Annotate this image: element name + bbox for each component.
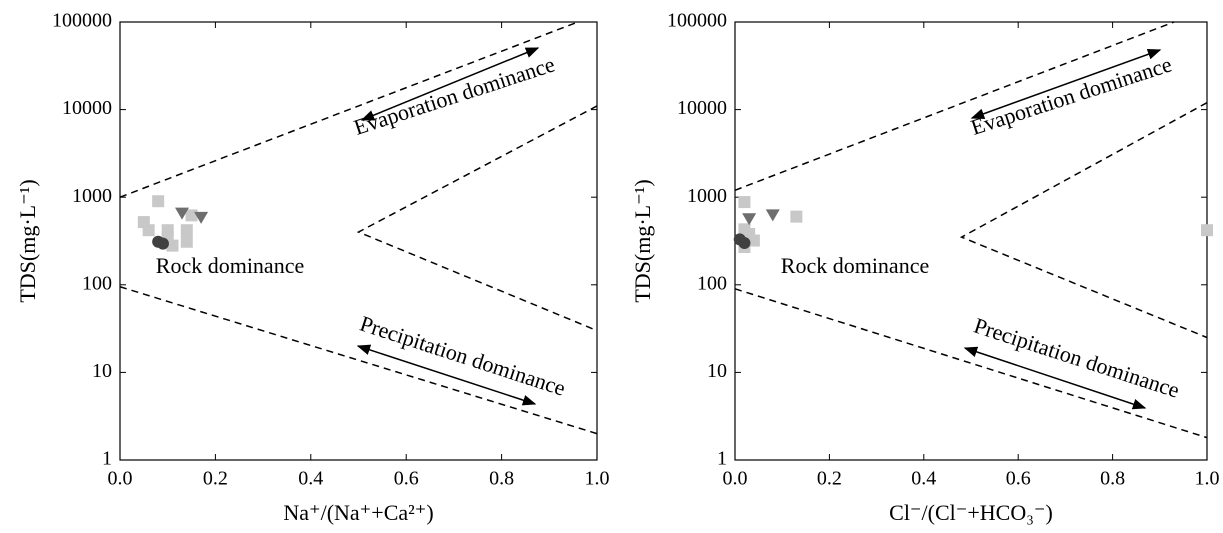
y-tick-label: 1000 xyxy=(687,185,727,207)
arrow xyxy=(356,344,537,406)
arrow xyxy=(963,346,1147,410)
x-axis-label: Cl⁻/(Cl⁻+HCO₃⁻) xyxy=(889,500,1053,525)
point xyxy=(742,213,757,226)
point xyxy=(166,239,179,252)
y-tick-label: 10 xyxy=(92,360,112,382)
x-axis-label: Na⁺/(Na⁺+Ca²⁺) xyxy=(283,500,433,525)
x-tick-label: 0.0 xyxy=(108,468,133,490)
point xyxy=(152,195,165,208)
boundary-line xyxy=(356,105,598,332)
y-tick-label: 10 xyxy=(707,360,727,382)
point xyxy=(738,196,751,209)
boundary-line xyxy=(119,286,598,435)
point xyxy=(142,224,155,237)
point xyxy=(180,235,193,248)
y-tick-label: 100 xyxy=(697,272,727,294)
point xyxy=(156,237,169,250)
x-tick-label: 0.6 xyxy=(1006,468,1031,490)
point xyxy=(1201,224,1213,237)
point xyxy=(194,211,209,224)
x-tick-label: 0.4 xyxy=(911,468,936,490)
y-tick-label: 100 xyxy=(82,272,112,294)
x-tick-label: 0.6 xyxy=(394,468,419,490)
x-tick-label: 0.0 xyxy=(723,468,748,490)
point xyxy=(175,207,190,220)
point xyxy=(180,224,193,237)
x-tick-label: 0.2 xyxy=(817,468,842,490)
y-tick-label: 10000 xyxy=(677,97,727,119)
x-tick-label: 1.0 xyxy=(1195,468,1220,490)
y-tick-label: 1 xyxy=(102,448,112,470)
boundary-line xyxy=(959,102,1208,339)
y-tick-label: 10000 xyxy=(62,97,112,119)
annotation: Rock dominance xyxy=(781,253,929,278)
y-axis-label: TDS(mg·L⁻¹) xyxy=(630,179,655,302)
point xyxy=(765,209,780,222)
arrow xyxy=(970,49,1162,119)
chart-panel: 0.0 0.2 0.4 0.6 0.8 1.0 1 10 100 1000 10000 100000 N… xyxy=(15,10,609,525)
y-tick-label: 100000 xyxy=(667,10,727,32)
annotation: Rock dominance xyxy=(156,253,304,278)
point xyxy=(733,233,746,246)
x-tick-label: 0.4 xyxy=(298,468,323,490)
chart-panel: 0.0 0.2 0.4 0.6 0.8 1.0 1 10 100 1000 10000 100000 C… xyxy=(630,10,1219,525)
annotation: Evaporation dominance xyxy=(351,51,558,140)
x-tick-label: 0.8 xyxy=(489,468,514,490)
x-tick-label: 0.2 xyxy=(203,468,228,490)
y-axis-label: TDS(mg·L⁻¹) xyxy=(15,179,40,302)
x-tick-label: 0.8 xyxy=(1100,468,1125,490)
point xyxy=(185,209,198,222)
arrow xyxy=(360,47,540,121)
x-tick-label: 1.0 xyxy=(585,468,610,490)
point xyxy=(790,210,803,223)
annotation: Precipitation dominance xyxy=(971,313,1183,403)
y-tick-label: 1000 xyxy=(72,185,112,207)
boundary-line xyxy=(119,21,579,198)
boundary-line xyxy=(734,288,1208,439)
point xyxy=(747,234,760,247)
annotation: Evaporation dominance xyxy=(968,51,1175,140)
y-tick-label: 1 xyxy=(717,448,727,470)
boundary-line xyxy=(734,21,1175,191)
plot-frame xyxy=(119,21,598,461)
y-tick-label: 100000 xyxy=(52,10,112,32)
